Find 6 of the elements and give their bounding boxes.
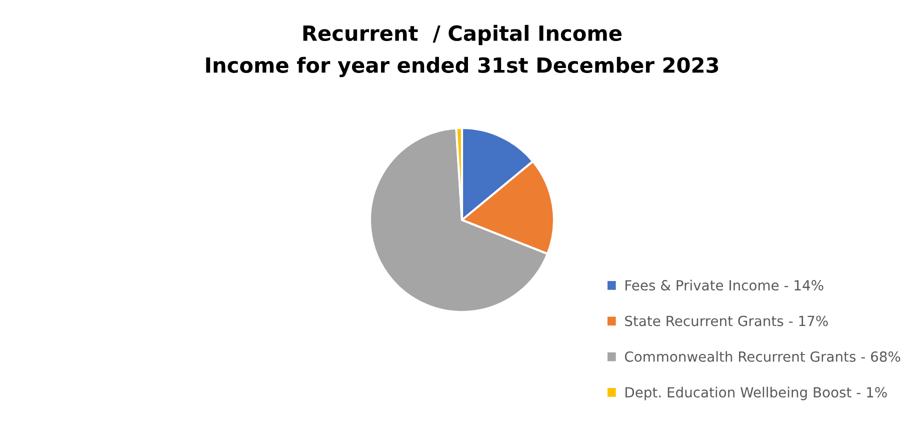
legend-label: State Recurrent Grants - 17% [625, 316, 828, 326]
legend-label: Dept. Education Wellbeing Boost - 1% [626, 386, 887, 400]
legend-label: Commonwealth Recurrent Grants - 68% [624, 351, 900, 362]
chart-subtitle: Income for year ended 31st December 2023 [206, 56, 718, 78]
chart-title: Recurrent / Capital Income [303, 24, 622, 46]
legend-label: Fees & Private Income - 14% [626, 280, 824, 291]
